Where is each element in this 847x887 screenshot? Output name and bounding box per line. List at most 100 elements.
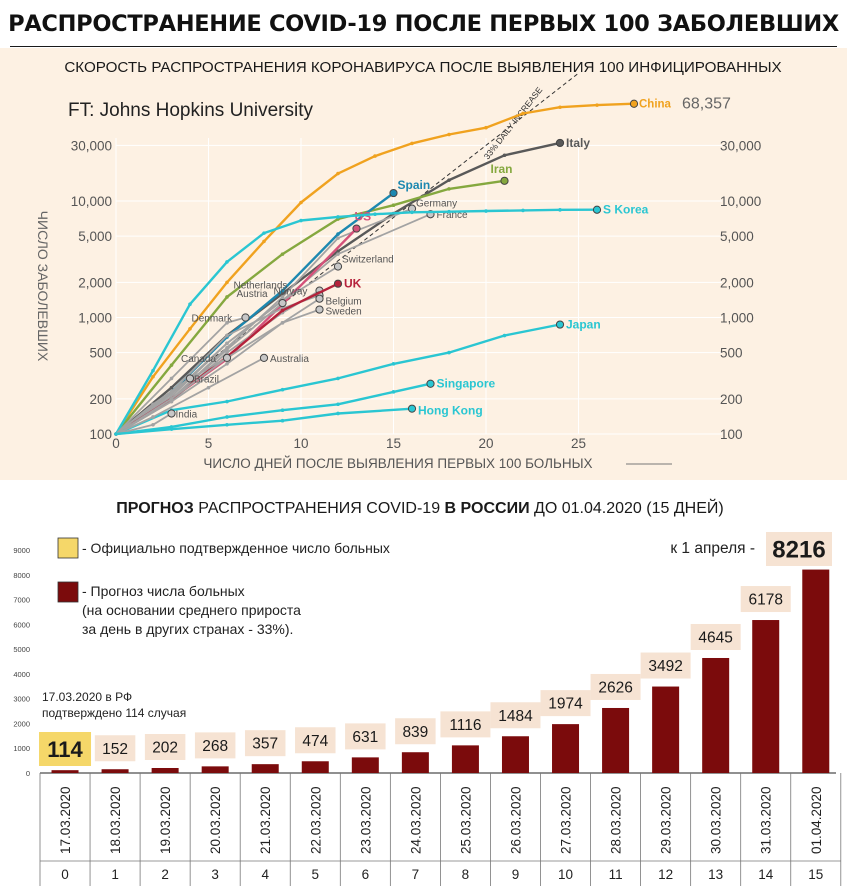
y-tick-label-right: 30,000 [720, 138, 761, 153]
day-number-label: 9 [512, 867, 520, 882]
y-tick-label-right: 5,000 [720, 229, 754, 244]
main-title: РАСПРОСТРАНЕНИЕ COVID-19 ПОСЛЕ ПЕРВЫХ 10… [8, 11, 839, 37]
chart-title: СКОРОСТЬ РАСПРОСТРАНЕНИЯ КОРОНАВИРУСА ПО… [64, 59, 781, 76]
data-point-uk [280, 308, 285, 313]
series-label-germany: Germany [416, 199, 457, 210]
section-divider [0, 481, 847, 484]
day-number-label: 4 [261, 867, 269, 882]
day-number-label: 11 [609, 867, 623, 882]
data-point-spain [336, 232, 340, 236]
y-tick-label-right: 2,000 [720, 275, 754, 290]
data-point-hong-kong [114, 432, 118, 436]
y-tick-label-left: 2,000 [78, 275, 112, 290]
callout-label: к 1 апреля - [670, 540, 755, 557]
data-point-japan [502, 333, 507, 338]
data-point-s-korea [336, 215, 340, 219]
data-point-canada [222, 353, 232, 363]
data-point-iran [500, 176, 509, 185]
bar-value-label: 1484 [498, 708, 533, 725]
bar-25.03.2020 [451, 745, 479, 773]
data-point-austria [278, 298, 287, 308]
x-tick-label: 0 [112, 436, 120, 451]
china-total-value: 68,357 [682, 96, 731, 113]
data-point-s-korea [188, 302, 192, 307]
data-point-brazil [185, 374, 195, 383]
data-point-us [352, 224, 361, 233]
annotation-line: 17.03.2020 в РФ [42, 690, 132, 704]
data-point-china [410, 141, 414, 146]
data-point-japan [336, 376, 340, 381]
bar-22.03.2020 [301, 761, 329, 773]
data-point-singapore [225, 415, 229, 419]
data-point-singapore [391, 390, 396, 394]
data-point-china [188, 326, 192, 331]
data-point-japan [555, 320, 565, 329]
data-point-iran [225, 295, 229, 299]
data-point-belgium [169, 399, 174, 404]
data-point-switzerland [333, 262, 343, 271]
value-label-box [690, 623, 741, 650]
data-point-norway [225, 333, 229, 338]
y-tick-label-left: 100 [89, 427, 112, 442]
data-point-japan [280, 387, 285, 392]
data-point-japan [447, 350, 451, 355]
data-point-germany [336, 236, 340, 240]
data-point-singapore [426, 379, 435, 388]
series-label-china: China [639, 99, 672, 111]
data-point-s-korea [151, 368, 155, 373]
bar-value-label: 1116 [449, 717, 481, 734]
data-point-hong-kong [225, 422, 229, 427]
day-number-label: 13 [708, 867, 723, 882]
data-point-denmark [241, 313, 250, 322]
data-point-hong-kong [169, 427, 174, 431]
data-point-china [484, 125, 488, 130]
title-rule [10, 46, 837, 47]
data-point-china [336, 171, 340, 176]
date-label: 20.03.2020 [208, 786, 223, 854]
series-label-switzerland: Switzerland [342, 255, 394, 266]
bar-17.03.2020 [51, 770, 79, 773]
bar-31.03.2020 [752, 620, 780, 773]
source-label: FT: Johns Hopkins University [68, 100, 313, 121]
data-point-australia [259, 353, 269, 363]
data-point-s-korea [262, 231, 266, 235]
legend-label-forecast: - Прогноз числа больных [82, 583, 245, 599]
date-label: 29.03.2020 [659, 786, 674, 854]
data-point-singapore [336, 402, 340, 407]
value-label-box [490, 702, 541, 729]
bar-value-label: 6178 [748, 592, 782, 609]
series-line-denmark [115, 316, 247, 435]
date-label: 24.03.2020 [408, 786, 423, 854]
value-label-box [395, 718, 436, 745]
bar-value-label: 268 [202, 738, 228, 755]
x-tick-label: 5 [205, 436, 213, 451]
series-label-netherlands: Netherlands [234, 281, 288, 292]
data-point-spain [280, 288, 285, 293]
data-point-japan [391, 362, 396, 366]
bar-value-label: 8216 [772, 537, 825, 564]
series-label-austria: Austria [237, 289, 269, 300]
date-label: 27.03.2020 [559, 786, 574, 854]
bar-01.04.2020 [802, 569, 830, 773]
data-point-austria [225, 347, 229, 352]
value-label-box [540, 690, 591, 717]
y-tick-label-left: 5,000 [78, 229, 112, 244]
data-point-hong-kong [336, 411, 340, 416]
data-point-china [299, 200, 303, 205]
date-label: 18.03.2020 [108, 786, 123, 854]
series-label-australia: Australia [270, 354, 309, 365]
y-tick-label-left: 1,000 [78, 311, 112, 326]
data-point-italy [336, 249, 340, 254]
bar-value-label: 3492 [648, 658, 682, 675]
date-label: 30.03.2020 [709, 786, 724, 854]
value-label-box [244, 730, 286, 757]
data-point-italy [555, 138, 565, 148]
bar-30.03.2020 [702, 657, 730, 773]
annotation-line: подтверждено 114 случая [42, 706, 186, 720]
series-line-iran [114, 179, 506, 436]
bar-24.03.2020 [401, 752, 429, 773]
data-point-china [629, 99, 639, 108]
series-label-singapore: Singapore [437, 377, 496, 391]
day-number-label: 7 [412, 867, 420, 882]
data-point-uk [333, 279, 343, 288]
